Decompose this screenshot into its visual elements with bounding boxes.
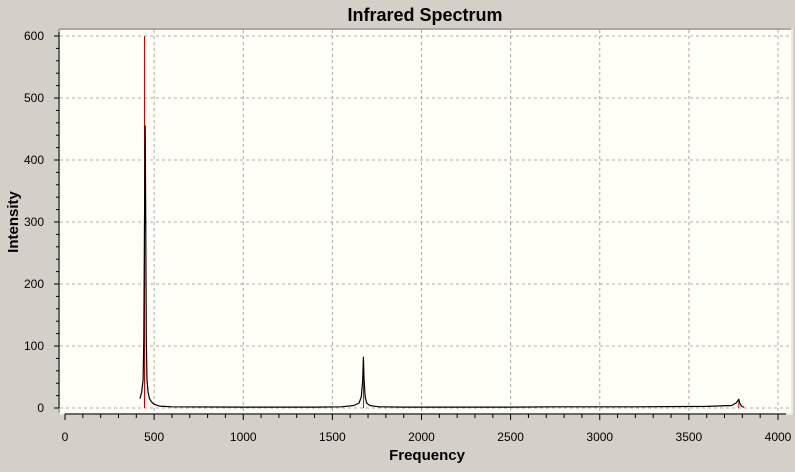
y-tick-label: 400	[24, 153, 44, 167]
x-tick-label: 4000	[765, 430, 792, 444]
y-tick-label: 500	[24, 91, 44, 105]
spectrum-line	[139, 125, 745, 408]
x-tick-label: 0	[62, 430, 69, 444]
y-tick-label: 600	[24, 29, 44, 43]
chart-title: Infrared Spectrum	[347, 5, 502, 25]
x-tick-label: 3500	[676, 430, 703, 444]
y-tick-label: 300	[24, 215, 44, 229]
y-tick-label: 100	[24, 339, 44, 353]
x-tick-label: 2500	[497, 430, 524, 444]
y-axis-label: Intensity	[5, 191, 22, 253]
x-tick-label: 2000	[408, 430, 435, 444]
x-axis-label: Frequency	[389, 447, 466, 464]
x-tick-label: 1500	[319, 430, 346, 444]
grid-layer	[60, 30, 791, 413]
x-tick-label: 500	[144, 430, 164, 444]
y-tick-label: 0	[37, 401, 44, 415]
y-tick-label: 200	[24, 277, 44, 291]
axes-layer: 0 500 1000 1500 2000 2500 3000 3500 4000 0 100 200 3…	[24, 29, 792, 444]
x-tick-label: 1000	[230, 430, 257, 444]
x-tick-label: 3000	[586, 430, 613, 444]
data-layer	[139, 36, 745, 408]
